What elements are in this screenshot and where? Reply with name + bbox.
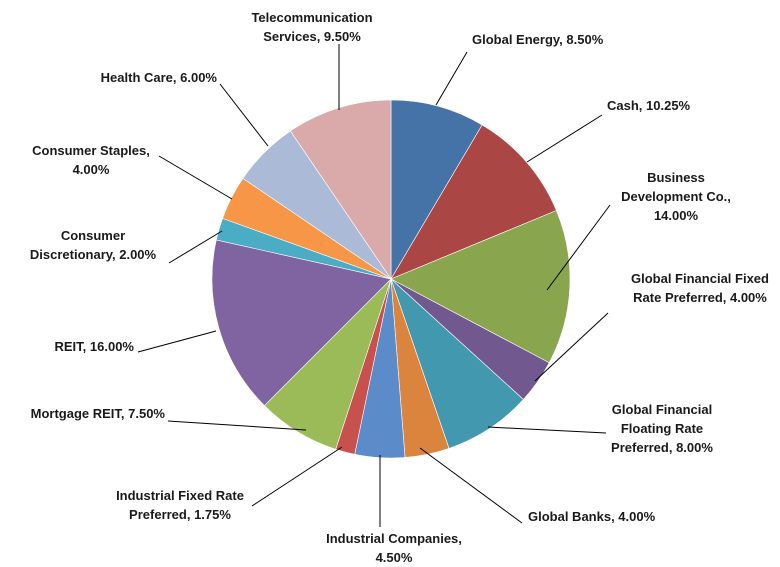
leader-line-business-development-co	[546, 204, 611, 291]
leader-line-health-care	[219, 83, 269, 147]
pie-slice-global-energy	[390, 99, 483, 281]
pie-slice-reit	[211, 239, 392, 406]
pie-slice-business-development-co	[390, 210, 571, 364]
data-label-industrial-companies: Industrial Companies, 4.50%	[326, 531, 462, 565]
leader-line-global-financial-floating-rate-preferred	[487, 426, 607, 434]
leader-line-reit	[137, 330, 217, 353]
leader-line-global-financial-fixed-rate-preferred	[534, 312, 609, 382]
leader-line-consumer-staples	[158, 155, 233, 200]
leader-line-consumer-discretionary	[168, 230, 223, 264]
data-label-mortgage-reit: Mortgage REIT, 7.50%	[31, 406, 166, 421]
data-label-cash: Cash, 10.25%	[607, 98, 691, 113]
data-label-consumer-discretionary: Consumer Discretionary, 2.00%	[30, 228, 157, 262]
leader-line-global-banks	[419, 447, 523, 524]
leader-line-global-energy	[435, 51, 468, 106]
data-label-reit: REIT, 16.00%	[55, 339, 135, 354]
pie-slice-global-financial-floating-rate-preferred	[390, 278, 524, 449]
pie-slice-telecommunication-services	[289, 99, 392, 280]
data-label-consumer-staples: Consumer Staples, 4.00%	[32, 143, 150, 177]
data-label-global-financial-floating-rate-preferred: Global Financial Floating Rate Preferred, …	[611, 402, 713, 455]
data-label-health-care: Health Care, 6.00%	[101, 70, 218, 85]
leader-line-mortgage-reit	[167, 420, 307, 431]
pie-slice-cash	[390, 124, 557, 280]
data-label-global-financial-fixed-rate-preferred: Global Financial Fixed Rate Preferred, 4.…	[631, 271, 769, 305]
data-label-business-development-co: Business Development Co., 14.00%	[621, 170, 731, 223]
data-label-global-energy: Global Energy, 8.50%	[472, 32, 604, 47]
leader-line-cash	[526, 114, 603, 163]
data-label-telecommunication-services: Telecommunication Services, 9.50%	[251, 10, 372, 44]
leader-line-industrial-fixed-rate-preferred	[251, 446, 343, 507]
data-label-global-banks: Global Banks, 4.00%	[528, 509, 656, 524]
data-label-industrial-fixed-rate-preferred: Industrial Fixed Rate Preferred, 1.75%	[116, 488, 244, 522]
